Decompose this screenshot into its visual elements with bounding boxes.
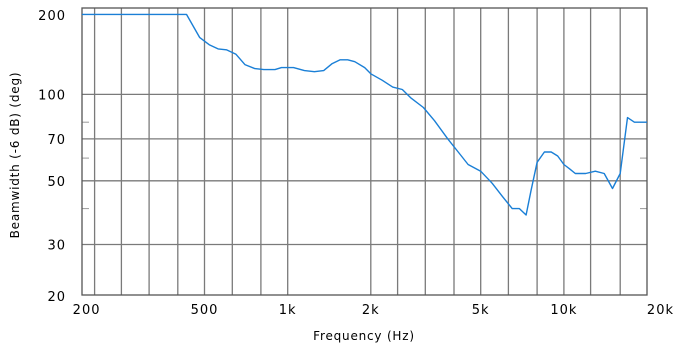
- x-tick-label: 10k: [550, 303, 577, 318]
- y-tick-label: 30: [47, 239, 66, 254]
- x-tick-label: 5k: [472, 303, 490, 318]
- y-tick-label: 200: [38, 9, 66, 24]
- x-tick-label: 2k: [362, 303, 380, 318]
- series-layer: [82, 13, 647, 216]
- y-tick-label: 100: [38, 88, 66, 103]
- x-axis-title: Frequency (Hz): [313, 329, 415, 343]
- y-tick-labels: 20 30 50 70 100 200: [38, 9, 66, 305]
- y-tick-label: 50: [47, 175, 66, 190]
- x-tick-label: 500: [191, 303, 219, 318]
- plot-frame: [81, 7, 648, 296]
- grid: [82, 8, 647, 295]
- x-tick-label: 200: [73, 303, 101, 318]
- y-tick-label: 70: [47, 133, 66, 148]
- x-tick-labels: 200 500 1k 2k 5k 10k 20k: [73, 303, 674, 318]
- x-tick-label: 1k: [279, 303, 297, 318]
- y-tick-label: 20: [47, 290, 66, 305]
- beamwidth-series-line: [82, 13, 647, 216]
- x-tick-label: 20k: [647, 303, 674, 318]
- y-axis-title: Beamwidth (-6 dB) (deg): [8, 72, 22, 239]
